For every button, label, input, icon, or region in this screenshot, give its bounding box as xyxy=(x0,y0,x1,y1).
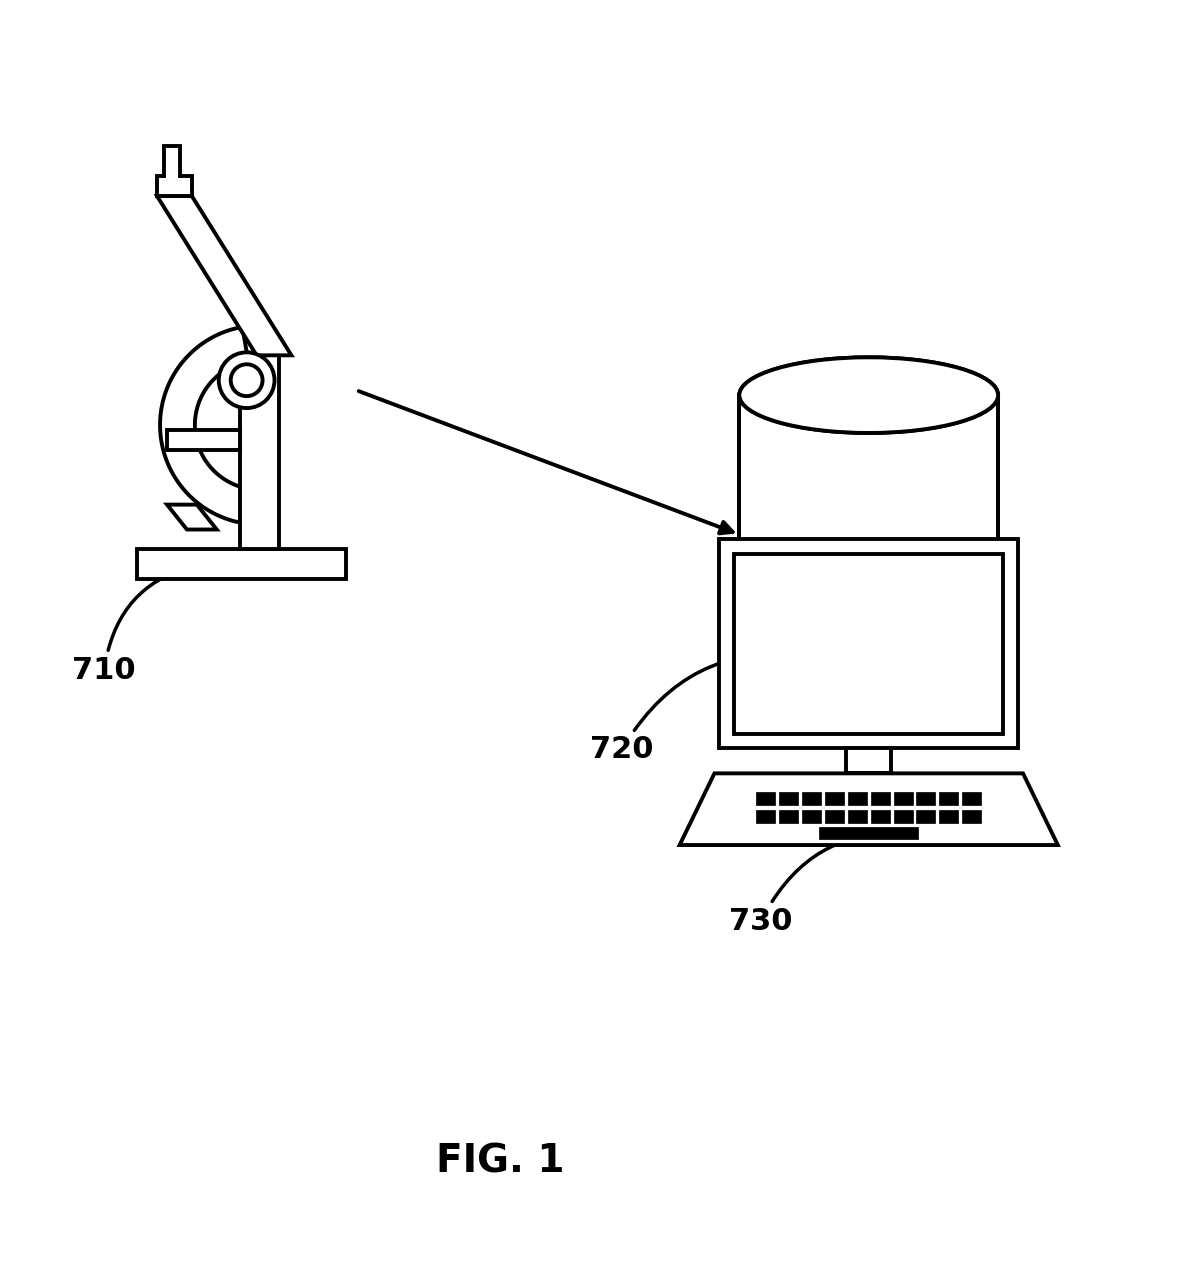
Polygon shape xyxy=(157,147,191,196)
FancyBboxPatch shape xyxy=(740,395,998,674)
Polygon shape xyxy=(161,327,249,524)
Circle shape xyxy=(231,364,263,396)
FancyBboxPatch shape xyxy=(848,792,867,805)
FancyBboxPatch shape xyxy=(735,554,1004,734)
Text: FIG. 1: FIG. 1 xyxy=(436,1143,565,1181)
FancyBboxPatch shape xyxy=(894,792,912,805)
FancyBboxPatch shape xyxy=(819,827,918,840)
Circle shape xyxy=(219,353,275,408)
FancyBboxPatch shape xyxy=(939,810,958,823)
FancyBboxPatch shape xyxy=(779,792,798,805)
Ellipse shape xyxy=(740,357,998,433)
FancyBboxPatch shape xyxy=(870,810,889,823)
FancyBboxPatch shape xyxy=(870,792,889,805)
Polygon shape xyxy=(166,429,240,450)
FancyBboxPatch shape xyxy=(917,792,936,805)
FancyBboxPatch shape xyxy=(756,792,775,805)
Ellipse shape xyxy=(740,357,998,433)
FancyBboxPatch shape xyxy=(848,810,867,823)
Text: 720: 720 xyxy=(590,650,812,764)
FancyBboxPatch shape xyxy=(803,792,820,805)
Polygon shape xyxy=(680,773,1058,845)
FancyBboxPatch shape xyxy=(962,810,981,823)
FancyBboxPatch shape xyxy=(756,810,775,823)
Polygon shape xyxy=(240,355,279,549)
FancyBboxPatch shape xyxy=(962,792,981,805)
FancyBboxPatch shape xyxy=(719,539,1018,749)
Polygon shape xyxy=(157,196,291,355)
Text: 710: 710 xyxy=(73,563,195,685)
FancyBboxPatch shape xyxy=(894,810,912,823)
FancyBboxPatch shape xyxy=(825,810,844,823)
FancyBboxPatch shape xyxy=(779,810,798,823)
FancyBboxPatch shape xyxy=(803,810,820,823)
FancyBboxPatch shape xyxy=(939,792,958,805)
Polygon shape xyxy=(137,549,346,580)
FancyBboxPatch shape xyxy=(917,810,936,823)
Polygon shape xyxy=(166,505,216,530)
FancyBboxPatch shape xyxy=(847,749,891,773)
FancyBboxPatch shape xyxy=(825,792,844,805)
Text: 730: 730 xyxy=(729,827,912,935)
